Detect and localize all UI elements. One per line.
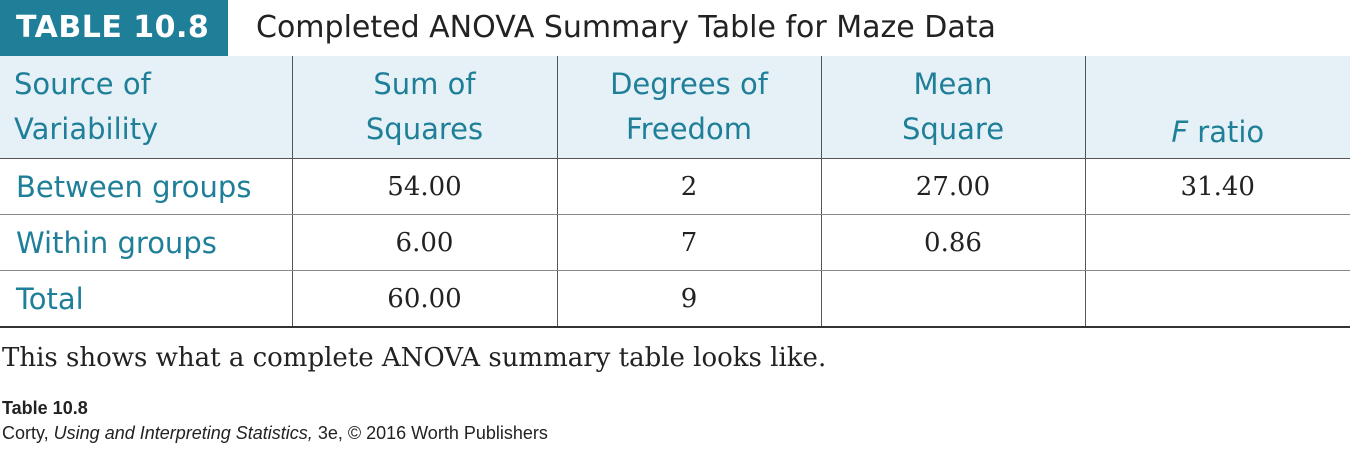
df-cell: 9 [556,270,821,328]
df-cell: 7 [556,214,821,271]
column-header-ms-line2: Square [901,112,1005,146]
column-header-f-ratio-text: ratio [1188,115,1265,149]
column-header-df: Degrees of Freedom [556,56,821,159]
f-cell: 31.40 [1084,158,1350,215]
table-title-bar: TABLE 10.8 Completed ANOVA Summary Table… [0,0,1350,58]
ss-cell: 60.00 [291,270,557,328]
column-header-ms: Mean Square [820,56,1085,159]
source-cell: Within groups [0,214,292,271]
column-header-df-line2: Freedom [626,112,752,146]
column-header-source-line2: Variability [14,112,159,146]
ss-cell: 54.00 [291,158,557,215]
credit-author: Corty, [2,423,54,443]
column-header-ms-line1: Mean [913,67,993,101]
ms-cell: 0.86 [820,214,1085,271]
column-header-df-line1: Degrees of [610,67,768,101]
table-row: Between groups 54.00 2 27.00 31.40 [0,158,1350,215]
credit-book-title: Using and Interpreting Statistics, [53,423,313,443]
table-title: Completed ANOVA Summary Table for Maze D… [256,10,996,45]
table-caption: This shows what a complete ANOVA summary… [2,343,827,373]
ms-cell [820,270,1085,328]
df-cell: 2 [556,158,821,215]
column-header-ss: Sum of Squares [291,56,557,159]
column-header-f-ratio: F ratio [1084,56,1350,159]
column-header-f-symbol: F [1171,115,1189,149]
f-cell [1084,270,1350,328]
column-header-source: Source of Variability [0,56,292,159]
ss-cell: 6.00 [291,214,557,271]
source-cell: Between groups [0,158,292,215]
table-row: Within groups 6.00 7 0.86 [0,214,1350,271]
column-header-ss-line2: Squares [365,112,484,146]
credit-rest: 3e, © 2016 Worth Publishers [312,423,548,443]
source-cell: Total [0,270,292,328]
column-header-ss-line1: Sum of [373,67,476,101]
header-row: Source of Variability Sum of Squares Deg… [0,56,1350,159]
f-cell [1084,214,1350,271]
table-row: Total 60.00 9 [0,270,1350,328]
source-label: Table 10.8 [2,398,88,418]
column-header-source-line1: Source of [14,67,151,101]
ms-cell: 27.00 [820,158,1085,215]
anova-summary-table: Source of Variability Sum of Squares Deg… [0,56,1350,328]
table-number-tag: TABLE 10.8 [0,0,228,56]
source-credit: Corty, Using and Interpreting Statistics… [2,423,548,444]
